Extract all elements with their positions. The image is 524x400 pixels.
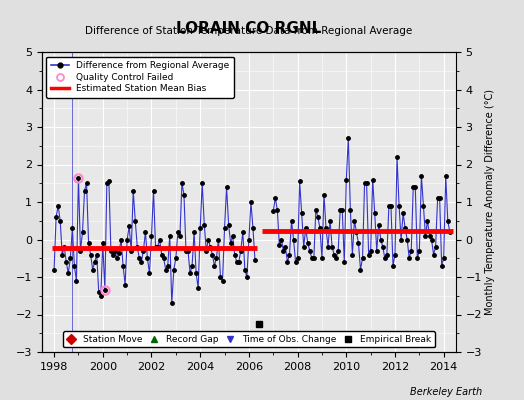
Text: Difference of Station Temperature Data from Regional Average: Difference of Station Temperature Data f… [85,26,412,36]
Title: LORAIN CO RGNL: LORAIN CO RGNL [176,20,322,36]
Y-axis label: Monthly Temperature Anomaly Difference (°C): Monthly Temperature Anomaly Difference (… [485,89,495,315]
Text: Berkeley Earth: Berkeley Earth [410,387,482,397]
Legend: Station Move, Record Gap, Time of Obs. Change, Empirical Break: Station Move, Record Gap, Time of Obs. C… [63,331,434,348]
